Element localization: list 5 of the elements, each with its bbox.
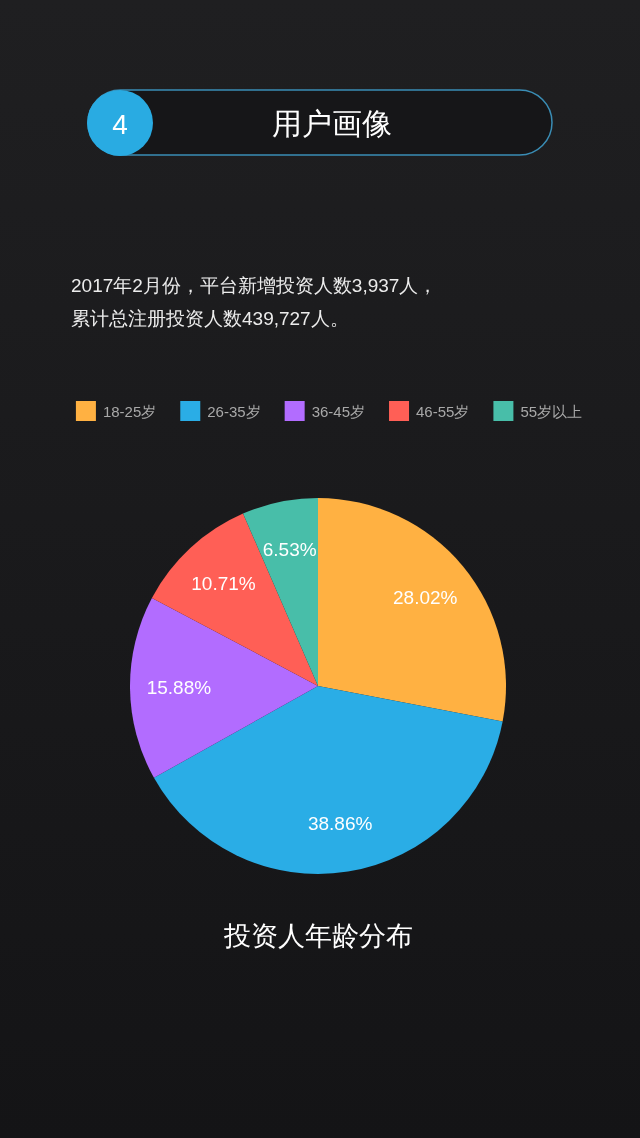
title: 投资人年龄分布: [223, 921, 413, 951]
annotation: 2017年2月份，平台新增投资人数3,937人，: [71, 274, 438, 296]
annotation: 累计总注册投资人数439,727人。: [71, 307, 349, 329]
annotation: 用户画像: [272, 106, 392, 140]
annotation: 4: [112, 108, 128, 140]
